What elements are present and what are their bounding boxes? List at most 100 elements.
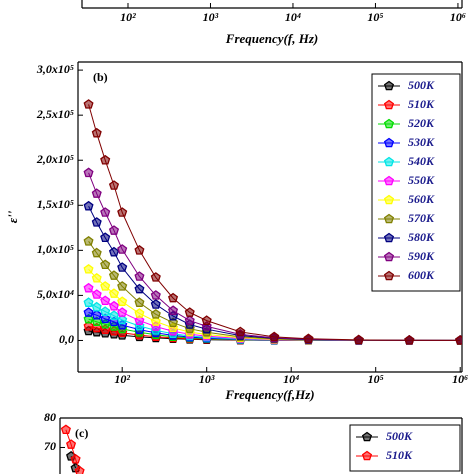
data-point: [91, 188, 102, 198]
legend-marker: [383, 232, 395, 243]
data-point: [108, 310, 120, 320]
y-tick-label: 3,0x10⁵: [36, 62, 74, 76]
data-point: [184, 315, 195, 325]
data-point: [100, 232, 111, 243]
data-point: [108, 246, 120, 257]
y-tick-label: 2,5x10⁵: [36, 107, 74, 121]
data-point: [100, 259, 111, 270]
legend-label: 540K: [408, 154, 435, 168]
data-point: [235, 326, 246, 337]
legend-label: 500K: [386, 429, 413, 443]
data-point: [150, 272, 161, 282]
legend-marker: [383, 270, 395, 281]
data-point: [70, 453, 81, 464]
data-point: [168, 292, 179, 303]
data-point: [83, 282, 94, 293]
legend-label: 550K: [408, 173, 435, 187]
data-point: [108, 180, 120, 190]
x-tick-label: 10²: [114, 372, 130, 386]
data-point: [134, 244, 145, 255]
data-point: [83, 297, 94, 307]
data-point: [91, 301, 102, 312]
x-tick-label: 10³: [199, 372, 215, 386]
data-point: [117, 244, 128, 254]
data-point: [83, 200, 94, 211]
x-axis-title: Frequency(f, Hz): [225, 31, 318, 46]
data-point: [303, 333, 314, 344]
data-point: [134, 315, 145, 325]
data-point: [108, 300, 120, 311]
data-point: [201, 315, 212, 325]
data-point: [117, 262, 128, 272]
data-point: [108, 288, 120, 298]
legend-marker: [361, 431, 373, 442]
data-point: [74, 465, 85, 474]
data-point: [83, 235, 94, 246]
data-point: [100, 295, 111, 306]
legend-marker: [383, 175, 395, 186]
data-point: [134, 271, 145, 281]
panel-label: (c): [75, 426, 88, 440]
y-tick-label: 0,0: [59, 332, 74, 346]
y-tick-label: 1,5x10⁵: [37, 197, 74, 211]
data-point: [100, 306, 111, 316]
data-point: [150, 290, 161, 300]
data-point: [100, 281, 111, 291]
data-point: [150, 308, 161, 319]
legend-label: 570K: [408, 211, 435, 225]
data-point: [184, 307, 195, 317]
legend-label: 580K: [408, 230, 435, 244]
legend-marker: [383, 99, 395, 110]
data-point: [108, 225, 120, 235]
data-point: [100, 154, 111, 165]
y-axis-title: ε'': [5, 210, 20, 223]
x-tick-label: 10⁵: [368, 372, 384, 386]
data-point: [150, 316, 161, 326]
data-point: [91, 309, 102, 320]
series-line: [88, 104, 461, 341]
legend-marker: [383, 213, 395, 224]
data-point: [134, 297, 145, 307]
legend-label: 590K: [408, 249, 435, 263]
data-point: [60, 424, 71, 435]
data-point: [100, 313, 111, 324]
data-point: [83, 263, 94, 274]
data-point: [269, 331, 280, 342]
legend-label: 500K: [408, 78, 435, 92]
legend-marker: [383, 137, 395, 148]
x-tick-label: 10³: [203, 10, 219, 24]
data-point: [117, 281, 128, 291]
legend-label: 530K: [408, 135, 435, 149]
data-point: [83, 320, 94, 331]
x-tick-label: 10⁶: [452, 372, 468, 386]
data-point: [353, 334, 364, 345]
data-point: [117, 307, 128, 317]
data-point: [134, 308, 145, 318]
data-point: [108, 270, 120, 280]
legend-marker: [361, 450, 373, 461]
plot-area: [60, 424, 85, 474]
data-point: [91, 127, 102, 138]
legend-marker: [383, 80, 395, 91]
data-point: [455, 335, 462, 345]
data-point: [91, 272, 102, 283]
x-tick-label: 10⁴: [283, 372, 299, 386]
plot-area: [83, 99, 462, 345]
data-point: [404, 334, 415, 345]
legend-marker: [383, 118, 395, 129]
data-point: [168, 305, 179, 316]
legend-marker: [383, 194, 395, 205]
data-point: [100, 207, 111, 217]
data-point: [83, 307, 94, 317]
y-tick-label: 1,0x10⁵: [37, 242, 74, 256]
data-point: [117, 296, 128, 306]
x-tick-label: 10⁵: [367, 10, 383, 24]
legend-label: 520K: [408, 116, 435, 130]
data-point: [134, 283, 145, 294]
legend-marker: [383, 251, 395, 262]
x-tick-label: 10⁶: [450, 10, 466, 24]
legend-marker: [383, 156, 395, 167]
data-point: [83, 167, 94, 178]
data-point: [91, 247, 102, 258]
